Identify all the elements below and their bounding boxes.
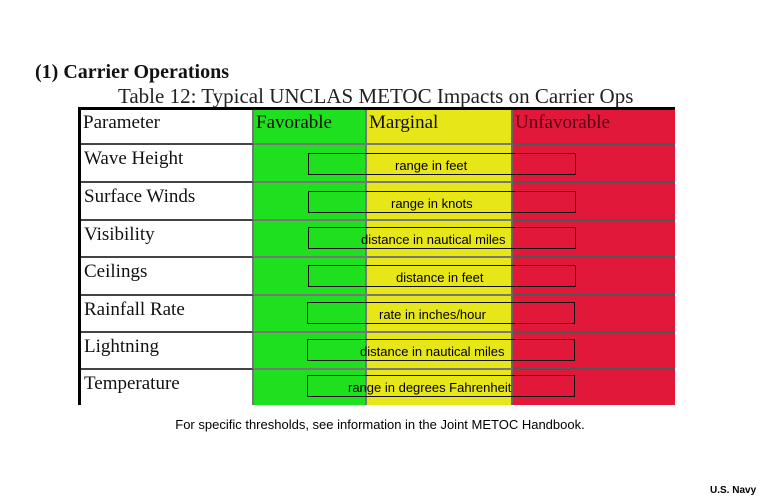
threshold-box bbox=[307, 375, 575, 397]
parameter-name: Visibility bbox=[84, 224, 155, 245]
header-unfavorable: Unfavorable bbox=[513, 110, 675, 145]
parameter-name: Temperature bbox=[84, 373, 180, 394]
table-row: Surface Winds bbox=[81, 183, 675, 221]
parameter-name: Wave Height bbox=[84, 148, 184, 169]
threshold-box bbox=[308, 153, 576, 175]
section-title: (1) Carrier Operations bbox=[35, 61, 230, 83]
parameter-name: Surface Winds bbox=[84, 186, 196, 207]
header-parameter: Parameter bbox=[81, 110, 254, 145]
header-marginal: Marginal bbox=[367, 110, 513, 145]
threshold-box bbox=[307, 339, 575, 361]
footnote: For specific thresholds, see information… bbox=[175, 417, 585, 432]
table-header-row: Parameter Favorable Marginal Unfavorable bbox=[81, 110, 675, 145]
table-row: Wave Height bbox=[81, 145, 675, 183]
parameter-name: Lightning bbox=[84, 336, 159, 357]
threshold-label: distance in nautical miles bbox=[360, 344, 505, 359]
header-favorable: Favorable bbox=[254, 110, 367, 145]
parameter-name: Rainfall Rate bbox=[84, 299, 185, 320]
threshold-label: range in degrees Fahrenheit bbox=[348, 380, 512, 395]
threshold-box bbox=[308, 227, 576, 249]
threshold-label: distance in feet bbox=[396, 270, 484, 285]
threshold-box bbox=[308, 191, 576, 213]
image-credit: U.S. Navy bbox=[710, 485, 757, 496]
table-caption: Table 12: Typical UNCLAS METOC Impacts o… bbox=[118, 84, 634, 108]
parameter-name: Ceilings bbox=[84, 261, 148, 282]
threshold-label: rate in inches/hour bbox=[379, 307, 486, 322]
threshold-label: distance in nautical miles bbox=[361, 232, 506, 247]
threshold-box bbox=[307, 302, 575, 324]
table-row: Ceilings bbox=[81, 258, 675, 296]
threshold-label: range in knots bbox=[391, 196, 473, 211]
table-row: Temperature bbox=[81, 370, 675, 405]
threshold-label: range in feet bbox=[395, 158, 468, 173]
threshold-box bbox=[308, 265, 576, 287]
